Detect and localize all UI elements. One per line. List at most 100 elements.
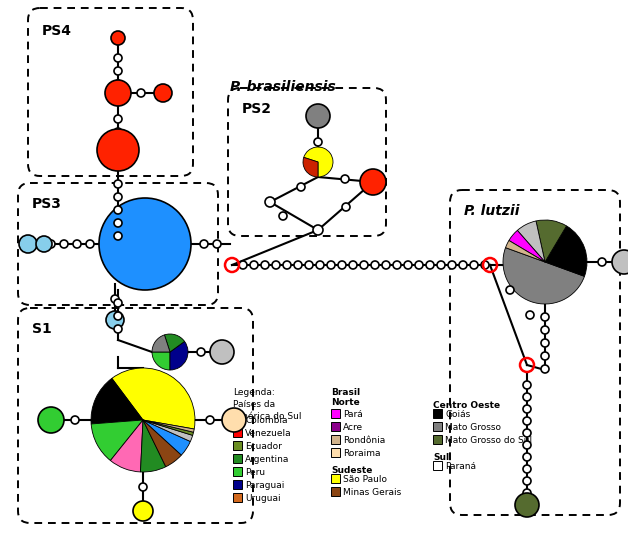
Circle shape xyxy=(342,203,350,211)
Circle shape xyxy=(114,312,122,320)
Wedge shape xyxy=(303,157,318,177)
Bar xyxy=(233,480,242,489)
Wedge shape xyxy=(91,420,143,460)
Wedge shape xyxy=(503,248,585,304)
Bar xyxy=(331,474,340,483)
Circle shape xyxy=(210,340,234,364)
Bar xyxy=(233,441,242,450)
Circle shape xyxy=(506,286,514,294)
Circle shape xyxy=(612,250,628,274)
Text: Pará: Pará xyxy=(343,410,363,419)
Circle shape xyxy=(371,261,379,269)
Circle shape xyxy=(154,84,172,102)
Wedge shape xyxy=(304,147,333,177)
Text: PS2: PS2 xyxy=(242,102,272,116)
Circle shape xyxy=(360,169,386,195)
Circle shape xyxy=(73,240,81,248)
Circle shape xyxy=(114,299,122,307)
Circle shape xyxy=(415,261,423,269)
Circle shape xyxy=(34,240,42,248)
Text: Mato Grosso do Sul: Mato Grosso do Sul xyxy=(445,436,532,445)
Text: P. brasiliensis: P. brasiliensis xyxy=(230,80,336,94)
Wedge shape xyxy=(545,226,587,276)
Circle shape xyxy=(523,441,531,449)
Circle shape xyxy=(60,240,68,248)
Circle shape xyxy=(523,489,531,497)
Bar xyxy=(233,454,242,463)
Text: Rondônia: Rondônia xyxy=(343,436,385,445)
Circle shape xyxy=(137,89,145,97)
Text: Roraima: Roraima xyxy=(343,449,381,458)
Bar xyxy=(433,461,442,470)
Circle shape xyxy=(38,407,64,433)
Text: Legenda:
Países da
América do Sul: Legenda: Países da América do Sul xyxy=(233,388,301,421)
Wedge shape xyxy=(536,220,566,262)
Text: Sudeste: Sudeste xyxy=(331,466,372,475)
Wedge shape xyxy=(152,352,170,370)
Circle shape xyxy=(341,175,349,183)
Circle shape xyxy=(448,261,456,269)
Text: Brasil
Norte: Brasil Norte xyxy=(331,388,360,408)
Circle shape xyxy=(541,352,549,360)
Circle shape xyxy=(111,31,125,45)
Circle shape xyxy=(265,197,275,207)
Text: Sul: Sul xyxy=(433,453,449,462)
Text: P. lutzii: P. lutzii xyxy=(464,204,519,218)
Circle shape xyxy=(114,128,122,136)
Bar xyxy=(233,467,242,476)
Circle shape xyxy=(105,80,131,106)
Circle shape xyxy=(523,429,531,437)
Circle shape xyxy=(305,261,313,269)
Text: Uruguai: Uruguai xyxy=(245,494,281,503)
Circle shape xyxy=(523,393,531,401)
Wedge shape xyxy=(143,420,194,432)
Bar xyxy=(433,409,442,418)
Wedge shape xyxy=(165,334,185,352)
Circle shape xyxy=(114,219,122,227)
Wedge shape xyxy=(517,221,545,262)
Circle shape xyxy=(279,212,287,220)
Circle shape xyxy=(598,258,606,266)
Circle shape xyxy=(523,417,531,425)
Circle shape xyxy=(541,326,549,334)
Circle shape xyxy=(261,261,269,269)
Circle shape xyxy=(283,261,291,269)
Wedge shape xyxy=(143,420,193,442)
Bar xyxy=(331,409,340,418)
Circle shape xyxy=(404,261,412,269)
Circle shape xyxy=(313,225,323,235)
Circle shape xyxy=(526,311,534,319)
Wedge shape xyxy=(91,378,143,424)
Circle shape xyxy=(272,261,280,269)
Bar xyxy=(433,422,442,431)
Circle shape xyxy=(393,261,401,269)
Circle shape xyxy=(338,261,346,269)
Circle shape xyxy=(426,261,434,269)
Bar xyxy=(331,422,340,431)
Wedge shape xyxy=(509,230,545,262)
Circle shape xyxy=(19,235,37,253)
Wedge shape xyxy=(506,240,545,262)
Circle shape xyxy=(523,381,531,389)
Wedge shape xyxy=(143,420,193,436)
Wedge shape xyxy=(170,342,188,370)
Circle shape xyxy=(349,261,357,269)
Circle shape xyxy=(297,183,305,191)
Text: Venezuela: Venezuela xyxy=(245,429,291,438)
Circle shape xyxy=(114,206,122,214)
Circle shape xyxy=(97,129,139,171)
Circle shape xyxy=(523,477,531,485)
Text: PS3: PS3 xyxy=(32,197,62,211)
Circle shape xyxy=(86,240,94,248)
Circle shape xyxy=(316,261,324,269)
Circle shape xyxy=(294,261,302,269)
Circle shape xyxy=(139,483,147,491)
Circle shape xyxy=(47,240,55,248)
Wedge shape xyxy=(143,420,190,455)
Bar xyxy=(233,415,242,424)
Text: PS4: PS4 xyxy=(42,24,72,38)
Circle shape xyxy=(36,236,52,252)
Circle shape xyxy=(515,493,539,517)
Circle shape xyxy=(114,232,122,240)
Bar xyxy=(331,448,340,457)
